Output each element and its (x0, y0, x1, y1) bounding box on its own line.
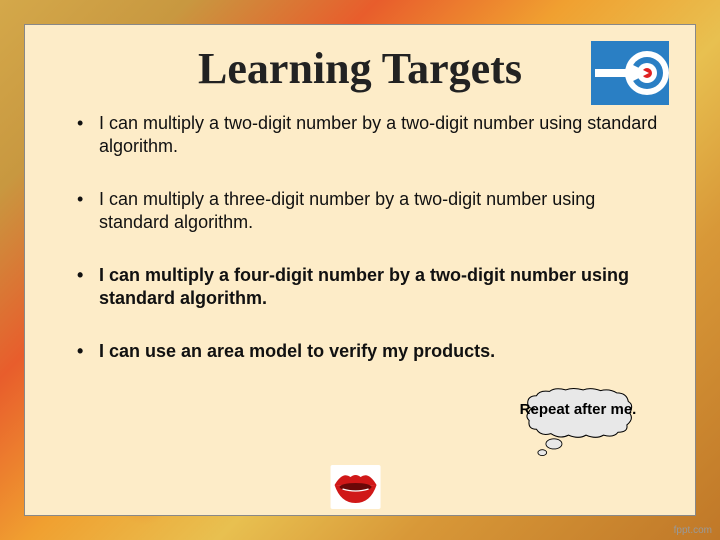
list-item: I can multiply a two-digit number by a t… (77, 112, 665, 158)
slide-title: Learning Targets (55, 43, 665, 94)
thought-bubble-text: Repeat after me. (499, 401, 657, 419)
thought-bubble: Repeat after me. (499, 387, 657, 483)
bullet-text: I can use an area model to verify my pro… (99, 341, 495, 361)
watermark-text: fppt.com (674, 525, 712, 536)
bullet-text: I can multiply a three-digit number by a… (99, 189, 595, 232)
bullet-text: I can multiply a two-digit number by a t… (99, 113, 657, 156)
list-item: I can multiply a three-digit number by a… (77, 188, 665, 234)
list-item: I can use an area model to verify my pro… (77, 340, 665, 363)
bullet-text: I can multiply a four-digit number by a … (99, 265, 629, 308)
slide-background: Learning Targets I can multiply a two-di… (0, 0, 720, 540)
lips-icon (319, 465, 393, 509)
bullet-list: I can multiply a two-digit number by a t… (55, 112, 665, 363)
slide-content-area: Learning Targets I can multiply a two-di… (24, 24, 696, 516)
title-text: Learning Targets (198, 44, 522, 93)
list-item: I can multiply a four-digit number by a … (77, 264, 665, 310)
target-icon (591, 41, 669, 105)
